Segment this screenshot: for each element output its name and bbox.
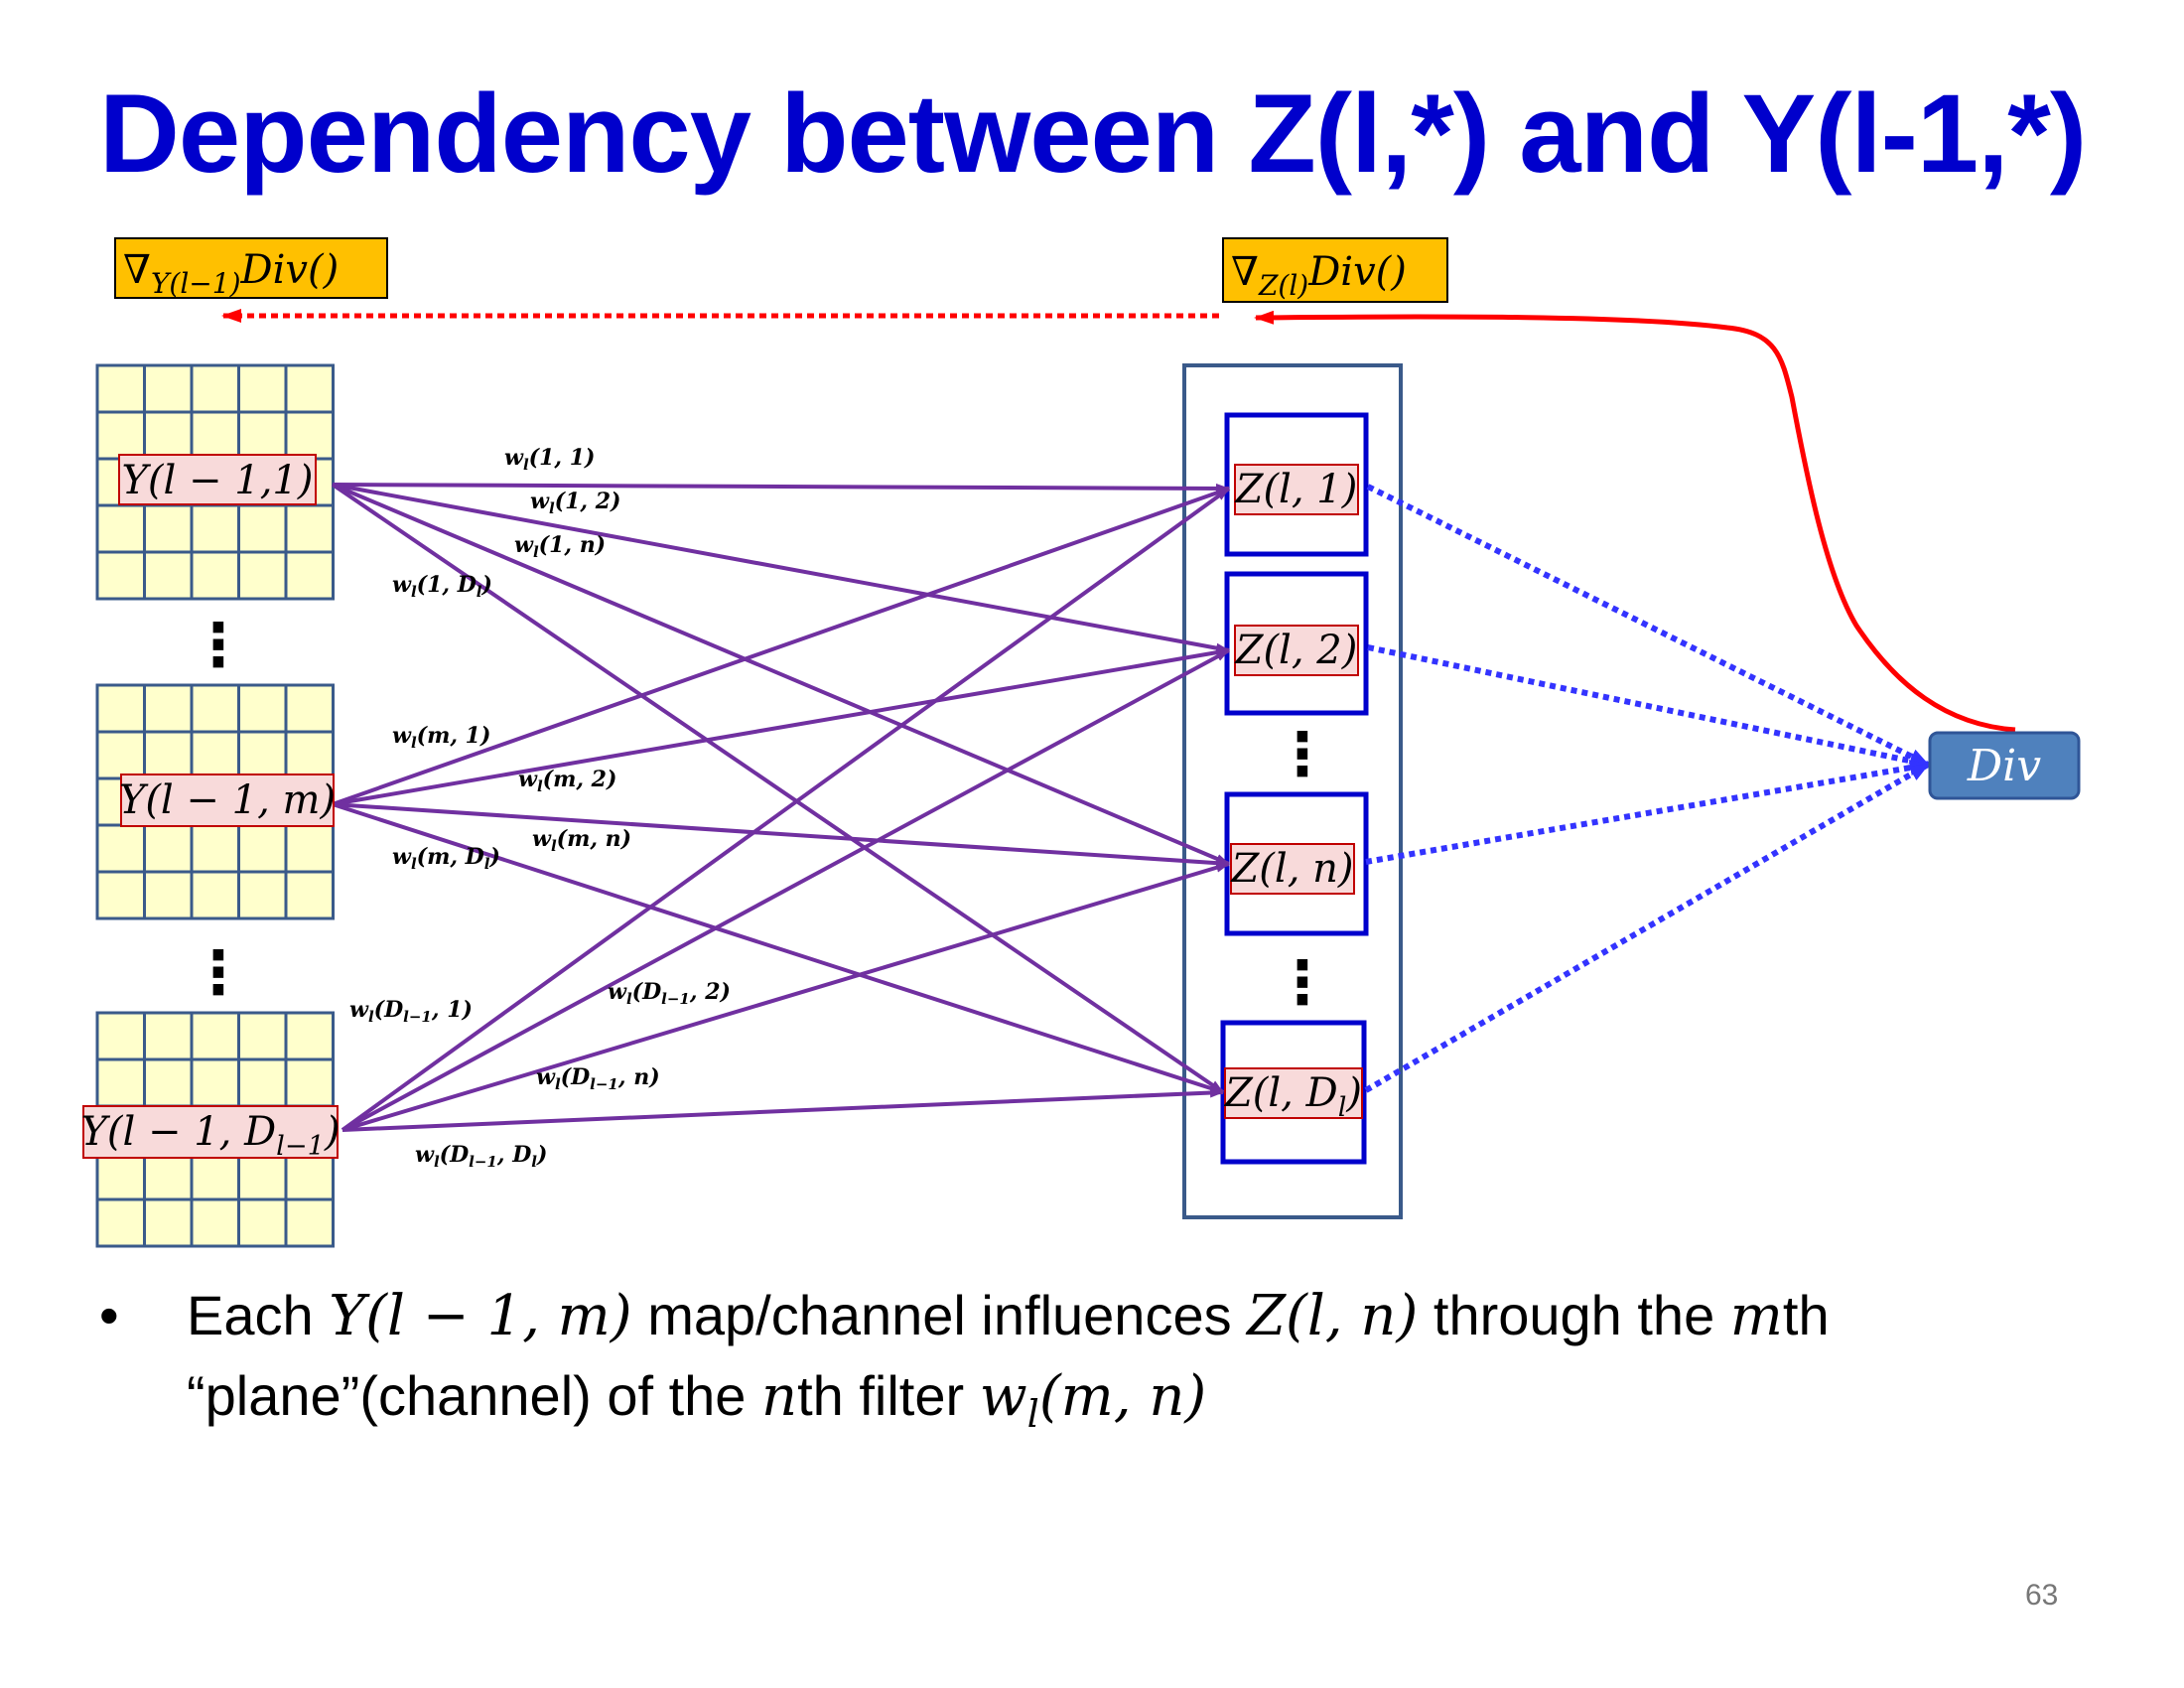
svg-text:∇Z(l)Div(): ∇Z(l)Div()	[1231, 249, 1407, 302]
ellipsis-right-1: ⋮	[1273, 721, 1332, 787]
svg-text:Z(l, n): Z(l, n)	[1230, 846, 1354, 892]
weight-label-9: wl(Dl−1, 1)	[349, 997, 473, 1026]
z-map-label-4: Z(l, Dl)	[1223, 1067, 1363, 1123]
svg-text:Z(l, 1): Z(l, 1)	[1234, 467, 1358, 512]
y-map-label-2: Y(l − 1, m)	[119, 774, 336, 827]
ellipsis-left-1: ⋮	[189, 612, 248, 678]
nabla-symbol: ∇	[1231, 249, 1259, 295]
svg-text:Y(l − 1, m): Y(l − 1, m)	[119, 777, 336, 823]
z-map-label-1: Z(l, 1)	[1234, 464, 1359, 515]
connection-y2-z4	[332, 802, 1224, 1094]
svg-text:∇Y(l−1)Div(): ∇Y(l−1)Div()	[123, 247, 339, 300]
div-box: Div	[1928, 731, 2081, 800]
slide-title: Dependency between Z(l,*) and Y(l-1,*)	[99, 71, 2087, 196]
div-label: Div	[1967, 741, 2041, 791]
grad-right-box: ∇Z(l)Div()	[1222, 237, 1448, 303]
weight-label-10: wl(Dl−1, 2)	[608, 979, 731, 1008]
weight-label-2: wl(1, 2)	[530, 489, 620, 517]
weight-label-12: wl(Dl−1, Dl)	[415, 1142, 547, 1171]
svg-text:Z(l, Dl): Z(l, Dl)	[1223, 1070, 1362, 1123]
bullet-text: Each Y(l − 1, m) map/channel influences …	[187, 1284, 1830, 1437]
connection-y2-z2	[332, 647, 1230, 806]
backprop-curve-arrow	[1254, 310, 2016, 733]
weight-label-6: wl(m, 2)	[518, 767, 616, 795]
connection-y3-z4	[341, 1087, 1224, 1132]
ellipsis-left-2: ⋮	[189, 939, 248, 1006]
z-map-label-3: Z(l, n)	[1230, 843, 1355, 895]
connection-y3-z2	[341, 648, 1230, 1132]
connection-y1-z2	[332, 483, 1230, 653]
weight-label-1: wl(1, 1)	[504, 445, 595, 474]
page-number: 63	[2025, 1579, 2059, 1612]
connection-y1-z3	[332, 483, 1230, 866]
to-div-dotted-2	[1367, 644, 1930, 770]
weight-label-7: wl(m, n)	[532, 826, 631, 855]
svg-text:Y(l − 1, Dl−1): Y(l − 1, Dl−1)	[80, 1109, 340, 1162]
y-map-label-1: Y(l − 1,1)	[118, 454, 317, 505]
connection-y3-z1	[341, 487, 1231, 1132]
y-map-label-3: Y(l − 1, Dl−1)	[80, 1105, 341, 1162]
connection-y1-z1	[332, 483, 1230, 493]
weight-label-8: wl(m, Dl)	[392, 844, 500, 873]
weight-label-4: wl(1, Dl)	[392, 572, 492, 601]
weight-label-3: wl(1, n)	[514, 532, 606, 561]
connection-y2-z1	[332, 487, 1230, 806]
z-panel	[1182, 363, 1403, 1219]
ellipsis-right-2: ⋮	[1273, 949, 1332, 1016]
svg-text:Y(l − 1,1): Y(l − 1,1)	[122, 458, 314, 503]
connection-y3-z3	[341, 862, 1230, 1132]
weight-label-11: wl(Dl−1, n)	[536, 1064, 660, 1093]
connection-y1-z4	[331, 483, 1225, 1094]
z-map-label-2: Z(l, 2)	[1234, 625, 1359, 676]
nabla-symbol: ∇	[123, 247, 151, 293]
to-div-dotted-3	[1365, 760, 1930, 865]
weight-label-5: wl(m, 1)	[392, 723, 490, 752]
grad-left-box: ∇Y(l−1)Div()	[114, 237, 388, 300]
bullet-symbol: •	[99, 1284, 119, 1346]
to-div-dotted-1	[1366, 484, 1930, 768]
connection-y2-z3	[332, 802, 1230, 869]
svg-text:Z(l, 2): Z(l, 2)	[1234, 628, 1358, 673]
